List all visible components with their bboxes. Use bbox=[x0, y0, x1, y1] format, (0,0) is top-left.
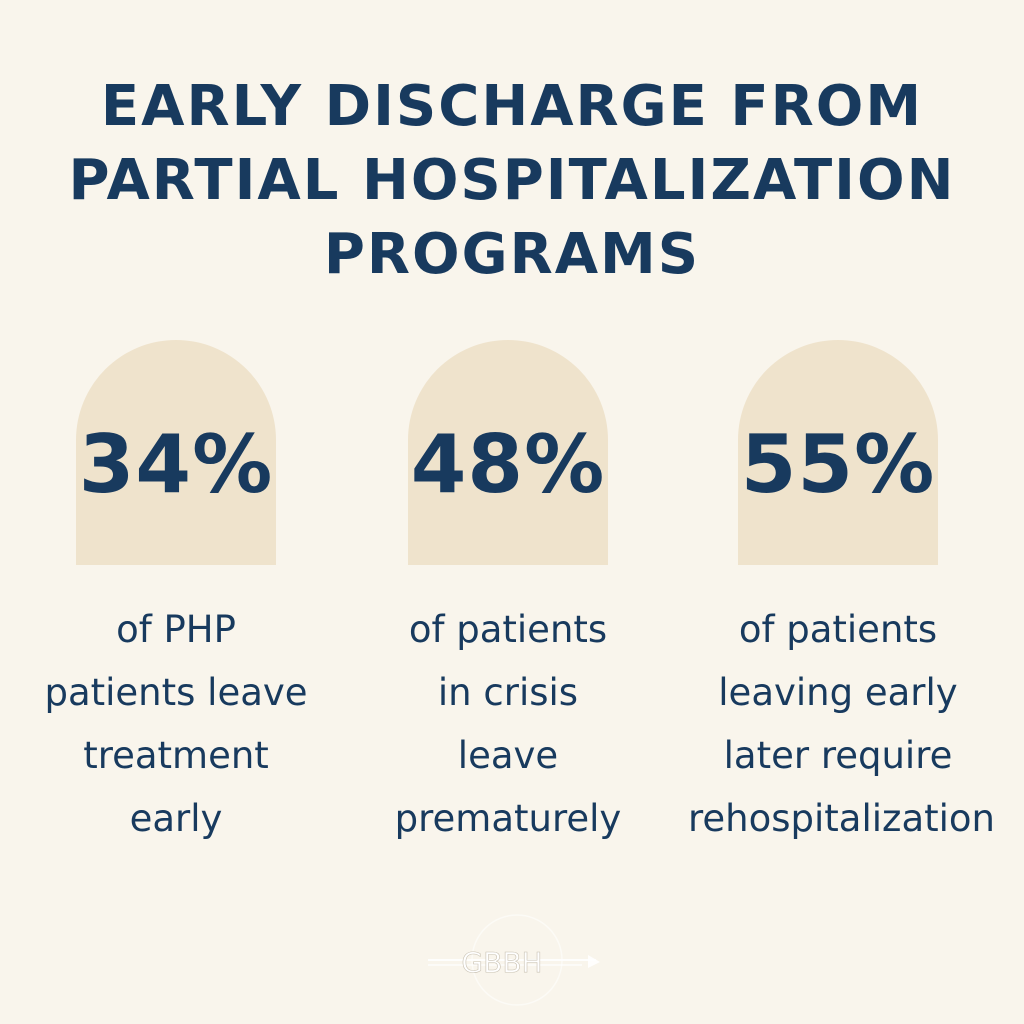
stat-description-line: of PHP bbox=[116, 608, 236, 651]
stat-value: 34% bbox=[78, 418, 274, 511]
stat-description: of patients leaving early later require … bbox=[688, 598, 996, 850]
stat-description-line: patients leave bbox=[44, 671, 308, 714]
title-line-2: PARTIAL HOSPITALIZATION bbox=[68, 148, 956, 213]
arch-background bbox=[738, 340, 938, 565]
stat-description-line: rehospitalization bbox=[688, 797, 996, 840]
stat-description: of PHP patients leave treatment early bbox=[26, 598, 326, 850]
stat-description-line: leaving early bbox=[718, 671, 958, 714]
stat-description-line: leave bbox=[457, 734, 559, 777]
logo-text: GBBH bbox=[461, 946, 542, 979]
stat-value: 48% bbox=[410, 418, 606, 511]
logo-mark: GBBH bbox=[428, 914, 600, 1006]
stat-description: of patients in crisis leave prematurely bbox=[358, 598, 658, 850]
stat-description-line: of patients bbox=[408, 608, 608, 651]
stat-description-line: early bbox=[129, 797, 223, 840]
stat-description-line: treatment bbox=[83, 734, 269, 777]
stat-description-line: in crisis bbox=[437, 671, 579, 714]
logo: GBBH bbox=[422, 900, 602, 1015]
stat-description-line: prematurely bbox=[394, 797, 622, 840]
arch-background bbox=[76, 340, 276, 565]
stat-description-line: of patients bbox=[738, 608, 938, 651]
stat-description-line: later require bbox=[723, 734, 953, 777]
arch-background bbox=[408, 340, 608, 565]
title-line-3: PROGRAMS bbox=[323, 222, 701, 287]
page-title: EARLY DISCHARGE FROM PARTIAL HOSPITALIZA… bbox=[0, 70, 1024, 292]
stat-value: 55% bbox=[740, 418, 936, 511]
title-line-1: EARLY DISCHARGE FROM bbox=[100, 74, 924, 139]
